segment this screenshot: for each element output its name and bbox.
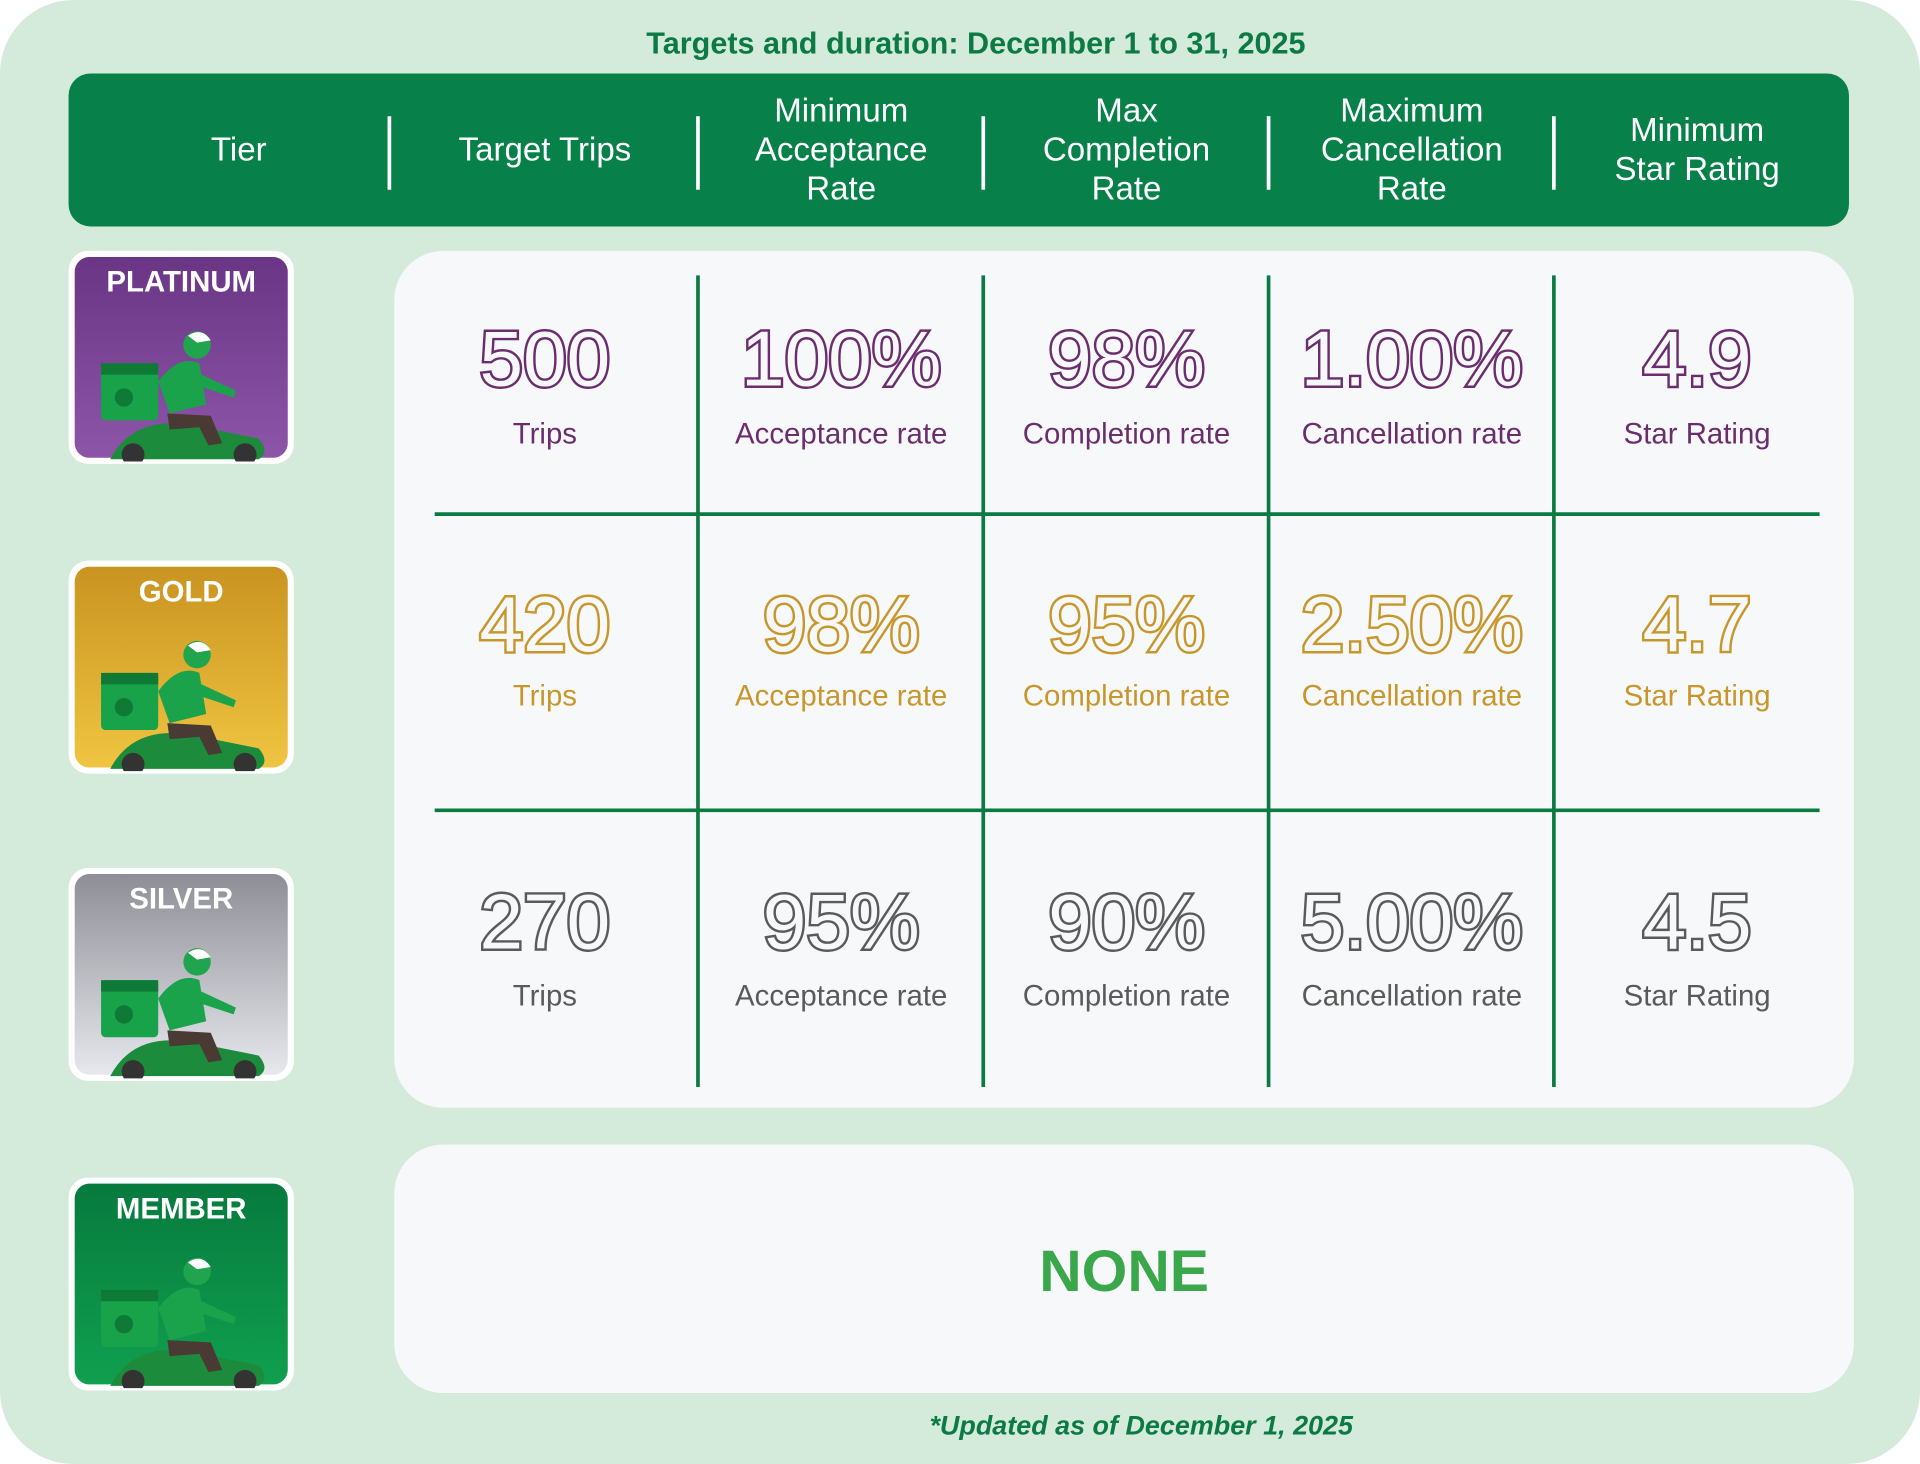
cell-unit: Trips bbox=[513, 418, 577, 451]
cell-unit: Completion rate bbox=[1023, 979, 1230, 1012]
header-label: Acceptance bbox=[755, 132, 928, 169]
table-panel bbox=[394, 250, 1854, 1108]
cell-value: 4.9 bbox=[1643, 314, 1752, 402]
title: Targets and duration: December 1 to 31, … bbox=[646, 26, 1305, 60]
cell-unit: Star Rating bbox=[1624, 679, 1771, 712]
tier-name: PLATINUM bbox=[106, 266, 256, 299]
header-label: Target Trips bbox=[459, 132, 632, 169]
header-label: Tier bbox=[211, 132, 267, 169]
header-label: Rate bbox=[1377, 171, 1447, 208]
member-requirement: NONE bbox=[1039, 1239, 1209, 1304]
cell-value: 95% bbox=[1048, 580, 1205, 668]
cell-unit: Trips bbox=[513, 979, 577, 1012]
cell-unit: Cancellation rate bbox=[1302, 679, 1522, 712]
cell-unit: Cancellation rate bbox=[1302, 418, 1522, 451]
cell-value: 270 bbox=[480, 878, 611, 966]
cell-unit: Star Rating bbox=[1624, 979, 1771, 1012]
header-label: Completion bbox=[1043, 132, 1210, 169]
cell-value: 420 bbox=[480, 580, 611, 668]
cell-value: 500 bbox=[480, 314, 611, 402]
cell-unit: Acceptance rate bbox=[735, 418, 947, 451]
cell-unit: Completion rate bbox=[1023, 418, 1230, 451]
header-label: Cancellation bbox=[1321, 132, 1503, 169]
header-label: Rate bbox=[806, 171, 876, 208]
header-label: Minimum bbox=[774, 92, 908, 129]
footnote: *Updated as of December 1, 2025 bbox=[929, 1410, 1354, 1440]
cell-unit: Trips bbox=[513, 679, 577, 712]
cell-unit: Acceptance rate bbox=[735, 979, 947, 1012]
cell-unit: Completion rate bbox=[1023, 679, 1230, 712]
cell-value: 1.00% bbox=[1301, 314, 1523, 402]
cell-unit: Star Rating bbox=[1624, 418, 1771, 451]
header-label: Max bbox=[1095, 92, 1158, 129]
header-label: Maximum bbox=[1340, 92, 1483, 129]
cell-value: 4.7 bbox=[1643, 580, 1752, 668]
cell-value: 90% bbox=[1048, 878, 1205, 966]
cell-value: 5.00% bbox=[1301, 878, 1523, 966]
header-label: Star Rating bbox=[1614, 151, 1779, 188]
header-label: Minimum bbox=[1630, 112, 1764, 149]
member-panel bbox=[394, 1144, 1854, 1394]
cell-unit: Acceptance rate bbox=[735, 679, 947, 712]
cell-value: 100% bbox=[741, 314, 941, 402]
cell-value: 4.5 bbox=[1643, 878, 1752, 966]
cell-unit: Cancellation rate bbox=[1302, 979, 1522, 1012]
header-bar bbox=[68, 73, 1849, 227]
cell-value: 98% bbox=[1048, 314, 1205, 402]
cell-value: 2.50% bbox=[1301, 580, 1523, 668]
tier-name: MEMBER bbox=[116, 1192, 247, 1225]
tier-name: SILVER bbox=[129, 883, 233, 916]
cell-value: 98% bbox=[763, 580, 920, 668]
tier-name: GOLD bbox=[139, 575, 224, 608]
cell-value: 95% bbox=[763, 878, 920, 966]
header-label: Rate bbox=[1092, 171, 1162, 208]
